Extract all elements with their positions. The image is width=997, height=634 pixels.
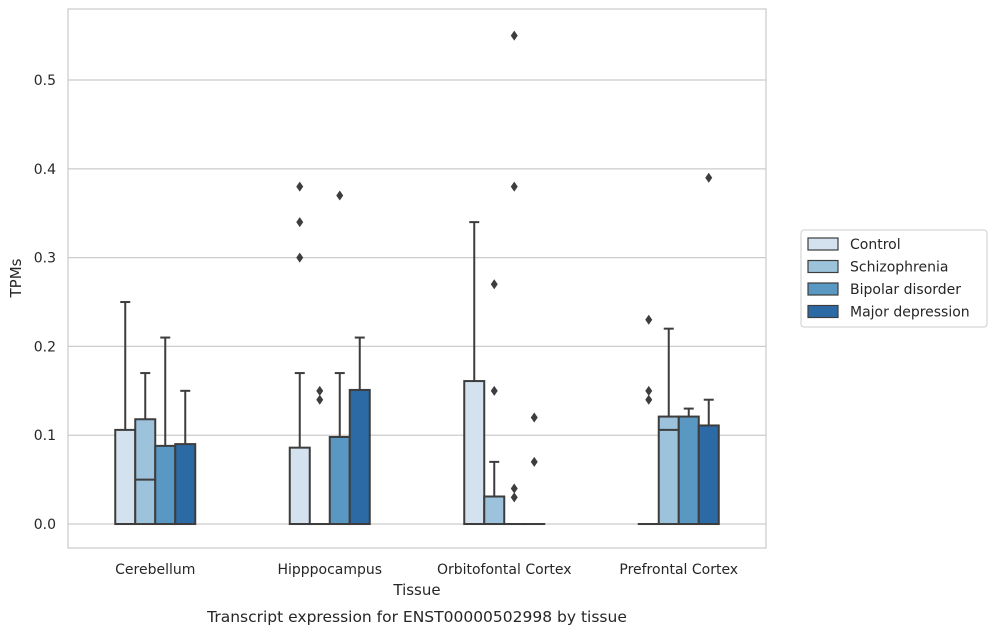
outlier-point bbox=[645, 314, 653, 325]
box-control bbox=[288, 181, 311, 526]
outlier-point bbox=[530, 412, 538, 423]
outlier-point bbox=[296, 217, 304, 228]
box-major-depression bbox=[174, 389, 197, 526]
x-tick-label: Cerebellum bbox=[115, 562, 195, 578]
box-body bbox=[348, 388, 371, 526]
box-schizophrenia bbox=[483, 279, 506, 526]
outlier-point bbox=[705, 172, 713, 183]
boxes-layer bbox=[114, 30, 720, 526]
y-tick-label: 0.2 bbox=[34, 339, 56, 355]
box-body bbox=[697, 424, 720, 526]
box-major-depression bbox=[523, 412, 546, 526]
chart-caption: Transcript expression for ENST0000050299… bbox=[206, 608, 627, 626]
outlier-point bbox=[336, 190, 344, 201]
legend-swatch bbox=[807, 282, 839, 296]
box-schizophrenia bbox=[308, 385, 331, 526]
legend-label: Schizophrenia bbox=[850, 260, 948, 276]
legend-label: Bipolar disorder bbox=[850, 282, 961, 298]
outlier-point bbox=[530, 456, 538, 467]
box-major-depression bbox=[697, 172, 720, 526]
y-tick-label: 0.4 bbox=[34, 162, 56, 178]
box-bipolar-disorder bbox=[154, 336, 177, 526]
legend-swatch bbox=[807, 259, 839, 274]
box-body bbox=[174, 443, 197, 526]
outlier-point bbox=[510, 483, 518, 494]
outlier-point bbox=[510, 30, 518, 41]
outlier-point bbox=[490, 385, 498, 396]
outlier-point bbox=[645, 385, 653, 396]
box-major-depression bbox=[348, 336, 371, 526]
box-body bbox=[677, 415, 700, 526]
box-body bbox=[657, 415, 680, 526]
y-tick-label: 0.5 bbox=[34, 73, 56, 89]
legend-swatch bbox=[807, 237, 839, 251]
legend-swatch bbox=[807, 304, 839, 319]
outlier-point bbox=[316, 394, 324, 405]
box-schizophrenia bbox=[657, 327, 680, 526]
x-tick-label: Orbitofontal Cortex bbox=[437, 562, 572, 578]
outlier-point bbox=[296, 181, 304, 192]
x-tick-label: Prefrontal Cortex bbox=[619, 562, 738, 578]
outlier-point bbox=[490, 279, 498, 290]
legend-label: Control bbox=[850, 237, 901, 253]
y-tick-label: 0.1 bbox=[34, 428, 56, 444]
outlier-point bbox=[510, 492, 518, 503]
box-bipolar-disorder bbox=[328, 190, 351, 526]
box-control bbox=[114, 301, 137, 526]
y-axis-ticks: 0.0 0.1 0.2 0.3 0.4 0.5 bbox=[34, 73, 56, 533]
box-body bbox=[154, 444, 177, 526]
legend: Control Schizophrenia Bipolar disorder Majo… bbox=[800, 229, 988, 328]
box-body bbox=[463, 380, 486, 526]
outlier-point bbox=[316, 385, 324, 396]
outlier-point bbox=[510, 181, 518, 192]
box-bipolar-disorder bbox=[503, 30, 526, 526]
box-body bbox=[114, 428, 137, 526]
box-bipolar-disorder bbox=[677, 407, 700, 526]
box-control bbox=[463, 221, 486, 526]
legend-label: Major depression bbox=[850, 305, 970, 321]
box-body bbox=[483, 495, 506, 526]
y-tick-label: 0.0 bbox=[34, 517, 56, 533]
legend-frame bbox=[800, 229, 988, 328]
x-axis-ticks: Cerebellum Hipppocampus Orbitofontal Corte… bbox=[115, 562, 738, 578]
x-axis-label: Tissue bbox=[392, 581, 440, 599]
outlier-point bbox=[645, 394, 653, 405]
box-control bbox=[637, 314, 660, 526]
plot-frame bbox=[67, 8, 767, 549]
box-body bbox=[328, 436, 351, 526]
box-body bbox=[288, 446, 311, 526]
y-axis-label: TPMs bbox=[7, 258, 25, 298]
box-body bbox=[134, 418, 157, 526]
x-tick-label: Hipppocampus bbox=[277, 562, 382, 578]
box-schizophrenia bbox=[134, 372, 157, 526]
y-tick-label: 0.3 bbox=[34, 251, 56, 267]
outlier-point bbox=[296, 252, 304, 263]
